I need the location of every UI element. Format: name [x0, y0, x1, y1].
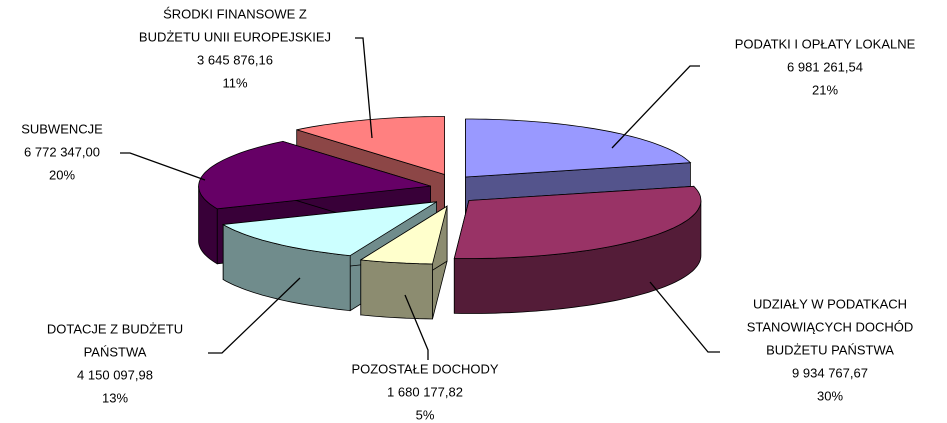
slice-top	[359, 205, 448, 265]
slice-top	[296, 116, 446, 176]
percent-label: 21%	[812, 82, 838, 97]
category-label: SUBWENCJE	[21, 121, 103, 136]
category-label: BUDŻETU UNII EUROPEJSKIEJ	[139, 29, 331, 44]
percent-label: 30%	[817, 388, 843, 403]
slice-top	[453, 185, 702, 259]
category-label: BUDŻETU PAŃSTWA	[766, 342, 894, 357]
slice-wall	[360, 259, 433, 320]
slice	[359, 205, 448, 320]
category-label: STANOWIĄCYCH DOCHÓD	[747, 319, 914, 334]
slice-top	[465, 118, 692, 178]
value-label: 1 680 177,82	[387, 384, 463, 399]
category-label: PODATKI I OPŁATY LOKALNE	[735, 36, 916, 51]
slice-top	[198, 140, 431, 210]
category-label: ŚRODKI FINANSOWE Z	[163, 6, 307, 21]
leader-line	[404, 294, 429, 360]
value-label: 4 150 097,98	[77, 367, 153, 382]
leader-line	[611, 65, 700, 149]
slice-top	[221, 201, 437, 257]
leader-line	[208, 277, 301, 354]
value-label: 3 645 876,16	[197, 52, 273, 67]
percent-label: 5%	[416, 407, 435, 422]
category-label: DOTACJE Z BUDŻETU	[47, 321, 183, 336]
slice	[453, 185, 702, 314]
leader-line	[355, 37, 373, 139]
category-label: UDZIAŁY W PODATKACH	[753, 296, 907, 311]
value-label: 9 934 767,67	[792, 365, 868, 380]
value-label: 6 981 261,54	[787, 59, 863, 74]
value-label: 6 772 347,00	[24, 144, 100, 159]
leader-line	[649, 281, 720, 353]
leader-line	[120, 152, 206, 181]
percent-label: 20%	[49, 167, 75, 182]
percent-label: 13%	[102, 390, 128, 405]
category-label: POZOSTAŁE DOCHODY	[351, 361, 498, 376]
percent-label: 11%	[222, 75, 247, 90]
category-label: PAŃSTWA	[84, 344, 147, 359]
